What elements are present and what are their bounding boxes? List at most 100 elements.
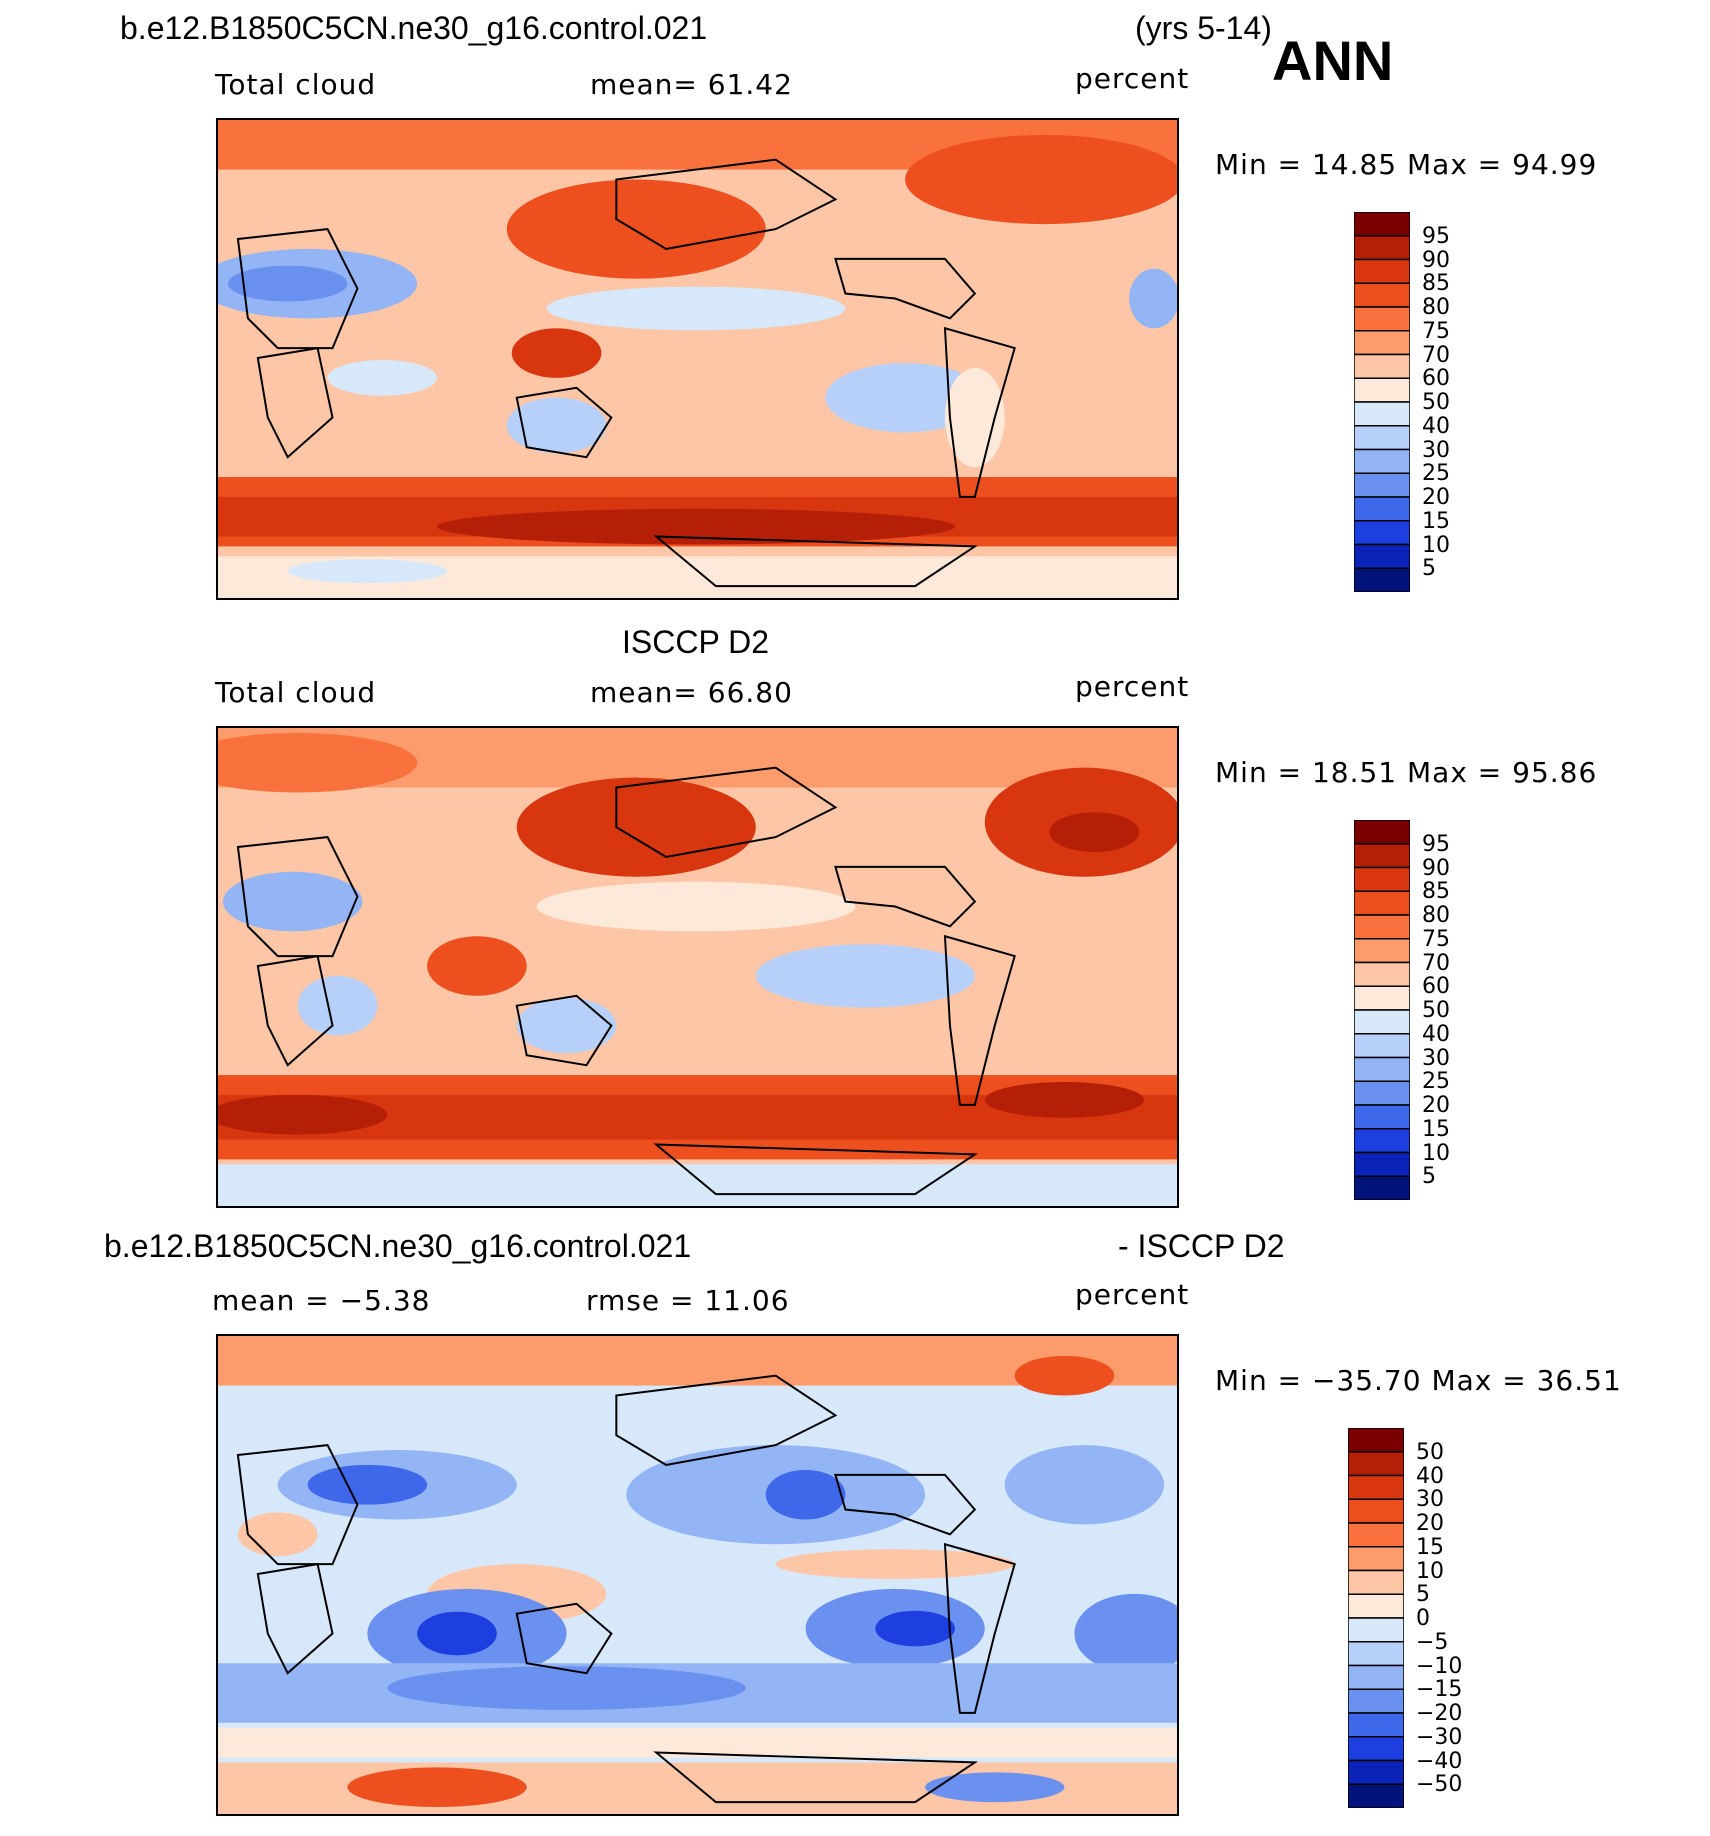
colorbar-tick-label: 10 bbox=[1422, 1140, 1450, 1166]
colorbar-swatch bbox=[1348, 1664, 1404, 1690]
colorbar-tick-label: −30 bbox=[1416, 1724, 1463, 1750]
colorbar-swatch bbox=[1354, 1151, 1410, 1177]
colorbar-tick-label: 10 bbox=[1422, 532, 1450, 558]
colorbar-tick-label: 20 bbox=[1422, 1093, 1450, 1118]
colorbar-tick-label: 30 bbox=[1416, 1487, 1444, 1513]
colorbar-tick-label: 85 bbox=[1422, 879, 1450, 905]
colorbar-tick-label: 40 bbox=[1416, 1463, 1444, 1489]
colorbar-tick-label: 80 bbox=[1422, 903, 1450, 928]
panel3-title-left: b.e12.B1850C5CN.ne30_g16.control.021 bbox=[104, 1228, 692, 1264]
colorbar-swatch bbox=[1354, 820, 1410, 845]
colorbar-swatch bbox=[1348, 1522, 1404, 1548]
colorbar-tick-label: 30 bbox=[1422, 437, 1450, 463]
colorbar-swatch bbox=[1354, 282, 1410, 308]
colorbar-tick-label: 75 bbox=[1422, 926, 1450, 952]
colorbar-tick-label: −15 bbox=[1416, 1677, 1463, 1703]
panel2-title: ISCCP D2 bbox=[622, 624, 770, 660]
colorbar-tick-label: 50 bbox=[1422, 390, 1450, 415]
panel3-rmse-label: rmse = 11.06 bbox=[586, 1284, 790, 1317]
season-label: ANN bbox=[1272, 29, 1394, 92]
colorbar-tick-label: 75 bbox=[1422, 318, 1450, 344]
colorbar-tick-label: 70 bbox=[1422, 342, 1450, 368]
colorbar-swatch bbox=[1348, 1641, 1404, 1667]
panel2-observed-cloud-map bbox=[216, 726, 1179, 1208]
colorbar-tick-label: 25 bbox=[1422, 461, 1450, 487]
colorbar-tick-label: 15 bbox=[1422, 1116, 1450, 1142]
colorbar-tick-label: 10 bbox=[1416, 1558, 1444, 1584]
colorbar-tick-label: 15 bbox=[1422, 508, 1450, 534]
panel1-colorbar bbox=[1354, 212, 1410, 592]
colorbar-tick-label: 40 bbox=[1422, 1021, 1450, 1047]
colorbar-swatch bbox=[1348, 1759, 1404, 1785]
colorbar-tick-label: 60 bbox=[1422, 366, 1450, 392]
colorbar-swatch bbox=[1348, 1593, 1404, 1619]
years-label: (yrs 5-14) bbox=[1135, 10, 1272, 46]
colorbar-tick-label: 40 bbox=[1422, 413, 1450, 439]
colorbar-tick-label: −5 bbox=[1416, 1629, 1449, 1655]
colorbar-swatch bbox=[1354, 212, 1410, 237]
colorbar-swatch bbox=[1354, 1033, 1410, 1059]
colorbar-tick-label: 50 bbox=[1422, 998, 1450, 1023]
colorbar-tick-label: −10 bbox=[1416, 1653, 1463, 1679]
colorbar-swatch bbox=[1354, 1056, 1410, 1082]
panel3-units-label: percent bbox=[1075, 1278, 1190, 1311]
panel1-minmax: Min = 14.85 Max = 94.99 bbox=[1215, 148, 1598, 181]
colorbar-tick-label: 5 bbox=[1422, 556, 1436, 582]
colorbar-swatch bbox=[1354, 401, 1410, 427]
colorbar-swatch bbox=[1354, 330, 1410, 356]
panel1-mean-label: mean= 61.42 bbox=[590, 68, 793, 101]
colorbar-swatch bbox=[1354, 520, 1410, 546]
colorbar-tick-label: 70 bbox=[1422, 950, 1450, 976]
colorbar-swatch bbox=[1354, 472, 1410, 498]
colorbar-tick-label: 80 bbox=[1422, 295, 1450, 320]
colorbar-swatch bbox=[1354, 843, 1410, 869]
panel2-colorbar bbox=[1354, 820, 1410, 1200]
colorbar-swatch bbox=[1348, 1546, 1404, 1572]
panel3-mean-label: mean = −5.38 bbox=[212, 1284, 431, 1317]
colorbar-swatch bbox=[1354, 1009, 1410, 1035]
colorbar-swatch bbox=[1348, 1498, 1404, 1524]
colorbar-swatch bbox=[1354, 1128, 1410, 1154]
colorbar-tick-label: 5 bbox=[1422, 1164, 1436, 1190]
panel3-title-right: - ISCCP D2 bbox=[1118, 1228, 1285, 1264]
colorbar-tick-label: 0 bbox=[1416, 1606, 1430, 1631]
panel2-units-label: percent bbox=[1075, 670, 1190, 703]
colorbar-tick-label: −40 bbox=[1416, 1748, 1463, 1774]
colorbar-tick-label: 20 bbox=[1416, 1511, 1444, 1536]
colorbar-swatch bbox=[1348, 1736, 1404, 1762]
panel2-variable-label: Total cloud bbox=[215, 676, 377, 709]
panel3-minmax: Min = −35.70 Max = 36.51 bbox=[1215, 1364, 1622, 1397]
colorbar-swatch bbox=[1354, 914, 1410, 940]
colorbar-swatch bbox=[1354, 1104, 1410, 1130]
panel2-mean-label: mean= 66.80 bbox=[590, 676, 793, 709]
colorbar-tick-label: 90 bbox=[1422, 247, 1450, 273]
colorbar-swatch bbox=[1354, 985, 1410, 1011]
colorbar-tick-label: −20 bbox=[1416, 1701, 1463, 1726]
colorbar-swatch bbox=[1348, 1617, 1404, 1643]
panel2-minmax: Min = 18.51 Max = 95.86 bbox=[1215, 756, 1598, 789]
colorbar-tick-label: 85 bbox=[1422, 271, 1450, 297]
colorbar-swatch bbox=[1354, 496, 1410, 522]
colorbar-tick-label: 50 bbox=[1416, 1439, 1444, 1465]
colorbar-swatch bbox=[1354, 353, 1410, 379]
colorbar-swatch bbox=[1354, 306, 1410, 332]
colorbar-swatch bbox=[1354, 1080, 1410, 1106]
colorbar-tick-label: 95 bbox=[1422, 223, 1450, 249]
colorbar-tick-label: 95 bbox=[1422, 831, 1450, 857]
panel1-variable-label: Total cloud bbox=[215, 68, 377, 101]
colorbar-swatch bbox=[1354, 448, 1410, 474]
colorbar-swatch bbox=[1348, 1451, 1404, 1477]
colorbar-tick-label: 20 bbox=[1422, 485, 1450, 510]
colorbar-tick-label: 5 bbox=[1416, 1582, 1430, 1608]
colorbar-swatch bbox=[1354, 258, 1410, 284]
colorbar-swatch bbox=[1354, 866, 1410, 892]
case-title: b.e12.B1850C5CN.ne30_g16.control.021 bbox=[120, 10, 708, 46]
colorbar-tick-label: 25 bbox=[1422, 1069, 1450, 1095]
colorbar-swatch bbox=[1354, 235, 1410, 261]
colorbar-swatch bbox=[1354, 890, 1410, 916]
colorbar-swatch bbox=[1348, 1428, 1404, 1453]
colorbar-swatch bbox=[1348, 1474, 1404, 1500]
colorbar-swatch bbox=[1348, 1569, 1404, 1595]
colorbar-swatch bbox=[1354, 543, 1410, 569]
colorbar-tick-label: 90 bbox=[1422, 855, 1450, 881]
